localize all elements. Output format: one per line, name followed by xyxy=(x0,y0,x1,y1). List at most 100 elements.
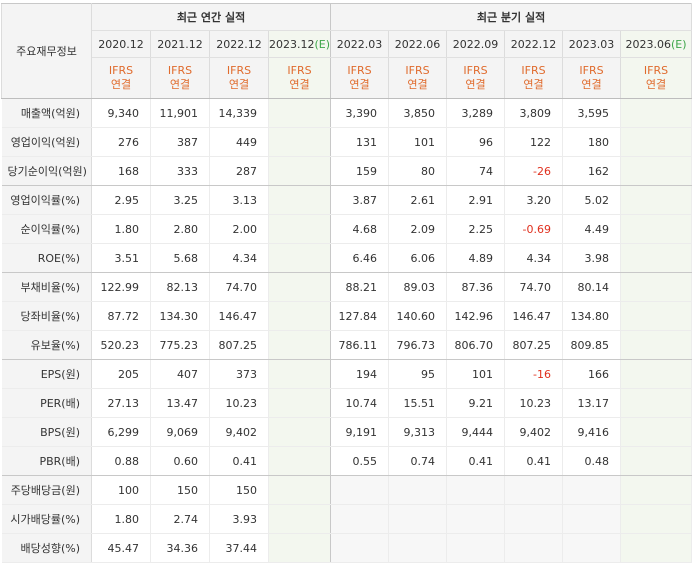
table-cell: 13.47 xyxy=(150,388,210,418)
table-cell: 168 xyxy=(91,156,151,186)
table-cell: 2.74 xyxy=(150,504,210,534)
basis-header: IFRS 연결 xyxy=(446,57,506,99)
table-cell: 9,191 xyxy=(330,417,390,447)
table-cell xyxy=(562,533,622,563)
metric-label: ROE(%) xyxy=(1,243,92,273)
metric-label: PER(배) xyxy=(1,388,92,418)
table-cell: 333 xyxy=(150,156,210,186)
table-cell xyxy=(620,446,692,476)
basis-standard: IFRS xyxy=(108,64,134,77)
table-row: 주당배당금(원) 100 150 150 xyxy=(1,475,692,505)
table-cell xyxy=(268,272,332,302)
table-cell xyxy=(620,243,692,273)
table-cell xyxy=(446,504,506,534)
table-cell xyxy=(620,417,692,447)
table-cell: 807.25 xyxy=(504,330,564,360)
table-cell: 809.85 xyxy=(562,330,622,360)
table-cell: 4.89 xyxy=(446,243,506,273)
period-header: 2022.03 xyxy=(330,30,390,58)
table-cell xyxy=(504,504,564,534)
table-cell: 0.60 xyxy=(150,446,210,476)
table-cell: 3,809 xyxy=(504,98,564,128)
metric-label: 배당성향(%) xyxy=(1,533,92,563)
table-cell: 9,069 xyxy=(150,417,210,447)
table-cell: 3,595 xyxy=(562,98,622,128)
table-cell xyxy=(268,388,332,418)
metric-label: 부채비율(%) xyxy=(1,272,92,302)
table-cell: 15.51 xyxy=(388,388,448,418)
table-cell xyxy=(330,533,390,563)
table-cell: 37.44 xyxy=(209,533,269,563)
basis-scope: 연결 xyxy=(407,78,428,91)
table-cell: 4.68 xyxy=(330,214,390,244)
table-cell xyxy=(268,417,332,447)
table-cell: 134.80 xyxy=(562,301,622,331)
table-cell: 3,850 xyxy=(388,98,448,128)
period-label: 2023.06 xyxy=(625,37,672,51)
table-cell: 88.21 xyxy=(330,272,390,302)
table-cell: 775.23 xyxy=(150,330,210,360)
table-cell: 9,416 xyxy=(562,417,622,447)
table-cell: 0.88 xyxy=(91,446,151,476)
table-cell: 9,340 xyxy=(91,98,151,128)
metric-label: 유보율(%) xyxy=(1,330,92,360)
table-cell xyxy=(562,504,622,534)
table-cell: 140.60 xyxy=(388,301,448,331)
basis-header: IFRS 연결 xyxy=(562,57,622,99)
table-cell: 2.80 xyxy=(150,214,210,244)
basis-header: IFRS 연결 xyxy=(267,57,332,99)
table-cell: 3.13 xyxy=(209,185,269,215)
period-label: 2022.03 xyxy=(336,37,383,51)
table-cell: 287 xyxy=(209,156,269,186)
quarter-group-header: 최근 분기 실적 xyxy=(330,3,692,31)
table-cell: -16 xyxy=(504,359,564,389)
table-row: 영업이익(억원) 276 387 449 131 101 96 122 180 xyxy=(1,127,692,157)
basis-header: IFRS 연결 xyxy=(504,57,564,99)
metric-label: BPS(원) xyxy=(1,417,92,447)
basis-standard: IFRS xyxy=(287,64,312,77)
table-row: BPS(원) 6,299 9,069 9,402 9,191 9,313 9,444 9,40… xyxy=(1,417,692,447)
table-row: 부채비율(%) 122.99 82.13 74.70 88.21 89.03 87.36 74… xyxy=(1,272,692,302)
table-cell: 3,390 xyxy=(330,98,390,128)
period-label: 2020.12 xyxy=(98,37,144,51)
table-cell: 2.09 xyxy=(388,214,448,244)
table-cell: 82.13 xyxy=(150,272,210,302)
period-label: 2023.12 xyxy=(269,37,315,51)
table-cell xyxy=(446,533,506,563)
table-cell xyxy=(268,185,332,215)
table-cell xyxy=(268,301,332,331)
table-cell xyxy=(268,127,332,157)
table-row: 영업이익률(%) 2.95 3.25 3.13 3.87 2.61 2.91 3.20 5.02 xyxy=(1,185,692,215)
table-cell xyxy=(620,214,692,244)
table-cell: 1.80 xyxy=(91,214,151,244)
table-cell: 807.25 xyxy=(209,330,269,360)
table-cell: 150 xyxy=(209,475,269,505)
table-cell: 45.47 xyxy=(91,533,151,563)
table-cell: 96 xyxy=(446,127,506,157)
table-cell: 806.70 xyxy=(446,330,506,360)
basis-scope: 연결 xyxy=(349,78,370,91)
metric-label: EPS(원) xyxy=(1,359,92,389)
table-cell: 0.41 xyxy=(209,446,269,476)
table-cell: 146.47 xyxy=(504,301,564,331)
table-cell: 100 xyxy=(91,475,151,505)
table-cell xyxy=(562,475,622,505)
table-cell xyxy=(268,98,332,128)
table-cell xyxy=(620,127,692,157)
table-cell xyxy=(268,475,332,505)
table-cell: 142.96 xyxy=(446,301,506,331)
metric-label: 당좌비율(%) xyxy=(1,301,92,331)
metric-label: 시가배당률(%) xyxy=(1,504,92,534)
table-cell xyxy=(620,185,692,215)
table-cell: 9.21 xyxy=(446,388,506,418)
table-cell: 146.47 xyxy=(209,301,269,331)
table-cell: 2.00 xyxy=(209,214,269,244)
table-cell: 166 xyxy=(562,359,622,389)
basis-header: IFRS 연결 xyxy=(620,57,692,99)
period-header: 2022.12 xyxy=(209,30,269,58)
table-cell: -0.69 xyxy=(504,214,564,244)
table-cell: 10.23 xyxy=(504,388,564,418)
table-cell: 9,402 xyxy=(504,417,564,447)
basis-scope: 연결 xyxy=(228,78,250,91)
table-cell: 387 xyxy=(150,127,210,157)
